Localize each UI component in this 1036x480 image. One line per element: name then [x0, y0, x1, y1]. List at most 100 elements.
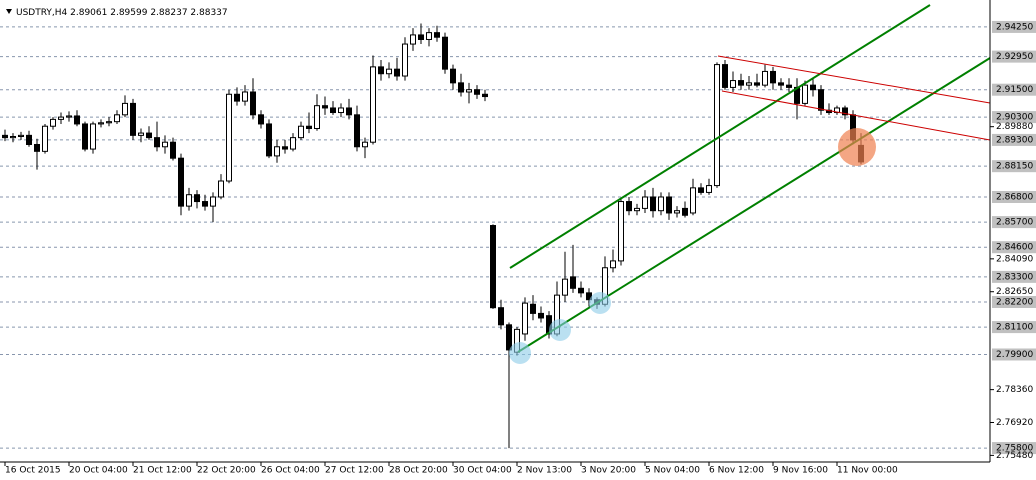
level-box — [992, 160, 1036, 173]
y-tick-label: 2.75480 — [996, 451, 1033, 461]
candle-body — [50, 118, 56, 127]
candle-body — [194, 194, 200, 203]
candle-body — [522, 302, 528, 335]
menu-arrow[interactable] — [6, 9, 12, 14]
x-tick-label: 16 Oct 2015 — [5, 466, 61, 476]
candle-body — [730, 80, 736, 88]
grid — [0, 26, 990, 449]
candle-body — [442, 36, 448, 70]
candle-body — [418, 34, 424, 40]
candle-body — [122, 102, 128, 116]
low: 2.88237 — [150, 8, 187, 18]
y-tick-label: 2.84090 — [996, 254, 1033, 264]
candle-body — [530, 303, 536, 314]
candle-body — [226, 93, 232, 182]
open: 2.89061 — [70, 8, 107, 18]
level-label: 2.89300 — [996, 135, 1033, 145]
candle-body — [802, 84, 808, 104]
candle-body — [114, 114, 120, 123]
axis-labels: 2.94250 2.92950 2.91500 2.90300 2.89300 2.881… — [4, 20, 1036, 476]
candle-body — [650, 196, 656, 212]
candle-body — [450, 68, 456, 84]
y-tick-label: 2.89880 — [996, 122, 1033, 132]
price-axis-panel — [990, 0, 1036, 480]
candles — [2, 23, 864, 449]
level-box — [992, 321, 1036, 334]
close: 2.88337 — [190, 8, 227, 18]
candle-body — [290, 137, 296, 150]
x-tick-label: 27 Oct 12:00 — [325, 466, 384, 476]
candle-body — [2, 134, 8, 139]
candle-body — [242, 91, 248, 102]
touch-marker — [549, 319, 571, 341]
x-tick-label: 3 Nov 20:00 — [581, 466, 636, 476]
candle-body — [778, 82, 784, 86]
x-tick-label: 6 Nov 12:00 — [709, 466, 764, 476]
candle-body — [474, 89, 480, 95]
candle-body — [26, 134, 32, 145]
level-box — [992, 241, 1036, 254]
candle-body — [346, 107, 352, 116]
high: 2.89599 — [110, 8, 147, 18]
candle-body — [786, 84, 792, 88]
candle-body — [362, 141, 368, 148]
candle-body — [578, 287, 584, 294]
candle-body — [410, 34, 416, 45]
x-tick-label: 9 Nov 16:00 — [773, 466, 828, 476]
candle-body — [234, 93, 240, 102]
candle-body — [498, 307, 504, 326]
candle-body — [810, 84, 816, 91]
level-label: 2.81100 — [996, 323, 1033, 333]
candle-body — [330, 107, 336, 114]
candle-body — [170, 141, 176, 159]
candle-body — [138, 132, 144, 136]
candle-body — [210, 196, 216, 207]
candle-body — [610, 260, 616, 269]
candle-body — [658, 196, 664, 212]
level-box — [992, 50, 1036, 63]
level-box — [992, 348, 1036, 361]
candle-body — [386, 68, 392, 75]
level-box — [992, 270, 1036, 283]
candle-body — [506, 324, 512, 351]
candle-body — [570, 276, 576, 289]
candle-body — [394, 68, 400, 77]
candle-body — [818, 89, 824, 111]
channel-upper — [509, 4, 931, 269]
candle-body — [162, 141, 168, 148]
touch-marker — [589, 292, 611, 314]
candle-body — [130, 102, 136, 136]
candle-body — [322, 105, 328, 109]
level-box — [992, 295, 1036, 308]
y-tick-label: 2.76920 — [996, 418, 1033, 428]
symbol: USDTRY,H4 — [16, 8, 68, 18]
level-label: 2.92950 — [996, 52, 1033, 62]
level-label: 2.83300 — [996, 272, 1033, 282]
y-tick-label: 2.82650 — [996, 287, 1033, 297]
candle-body — [186, 194, 192, 207]
level-box — [992, 216, 1036, 229]
candle-body — [314, 105, 320, 130]
candle-body — [434, 32, 440, 38]
level-box — [992, 20, 1036, 33]
candle-body — [562, 278, 568, 296]
candle-body — [218, 180, 224, 198]
candle-body — [354, 114, 360, 148]
level-label: 2.79900 — [996, 350, 1033, 360]
candle-body — [98, 122, 104, 125]
break-marker — [838, 128, 876, 166]
candle-body — [698, 187, 704, 193]
x-tick-label: 30 Oct 04:00 — [453, 466, 512, 476]
level-label: 2.75800 — [996, 444, 1033, 454]
y-tick-label: 2.78360 — [996, 385, 1033, 395]
candle-body — [82, 123, 88, 150]
candle-body — [370, 66, 376, 143]
candle-body — [250, 91, 256, 116]
x-tick-label: 21 Oct 12:00 — [133, 466, 192, 476]
candle-body — [282, 146, 288, 150]
candle-body — [202, 201, 208, 207]
candle-body — [106, 121, 112, 124]
level-label: 2.82200 — [996, 297, 1033, 307]
red-channel-upper — [717, 55, 991, 104]
